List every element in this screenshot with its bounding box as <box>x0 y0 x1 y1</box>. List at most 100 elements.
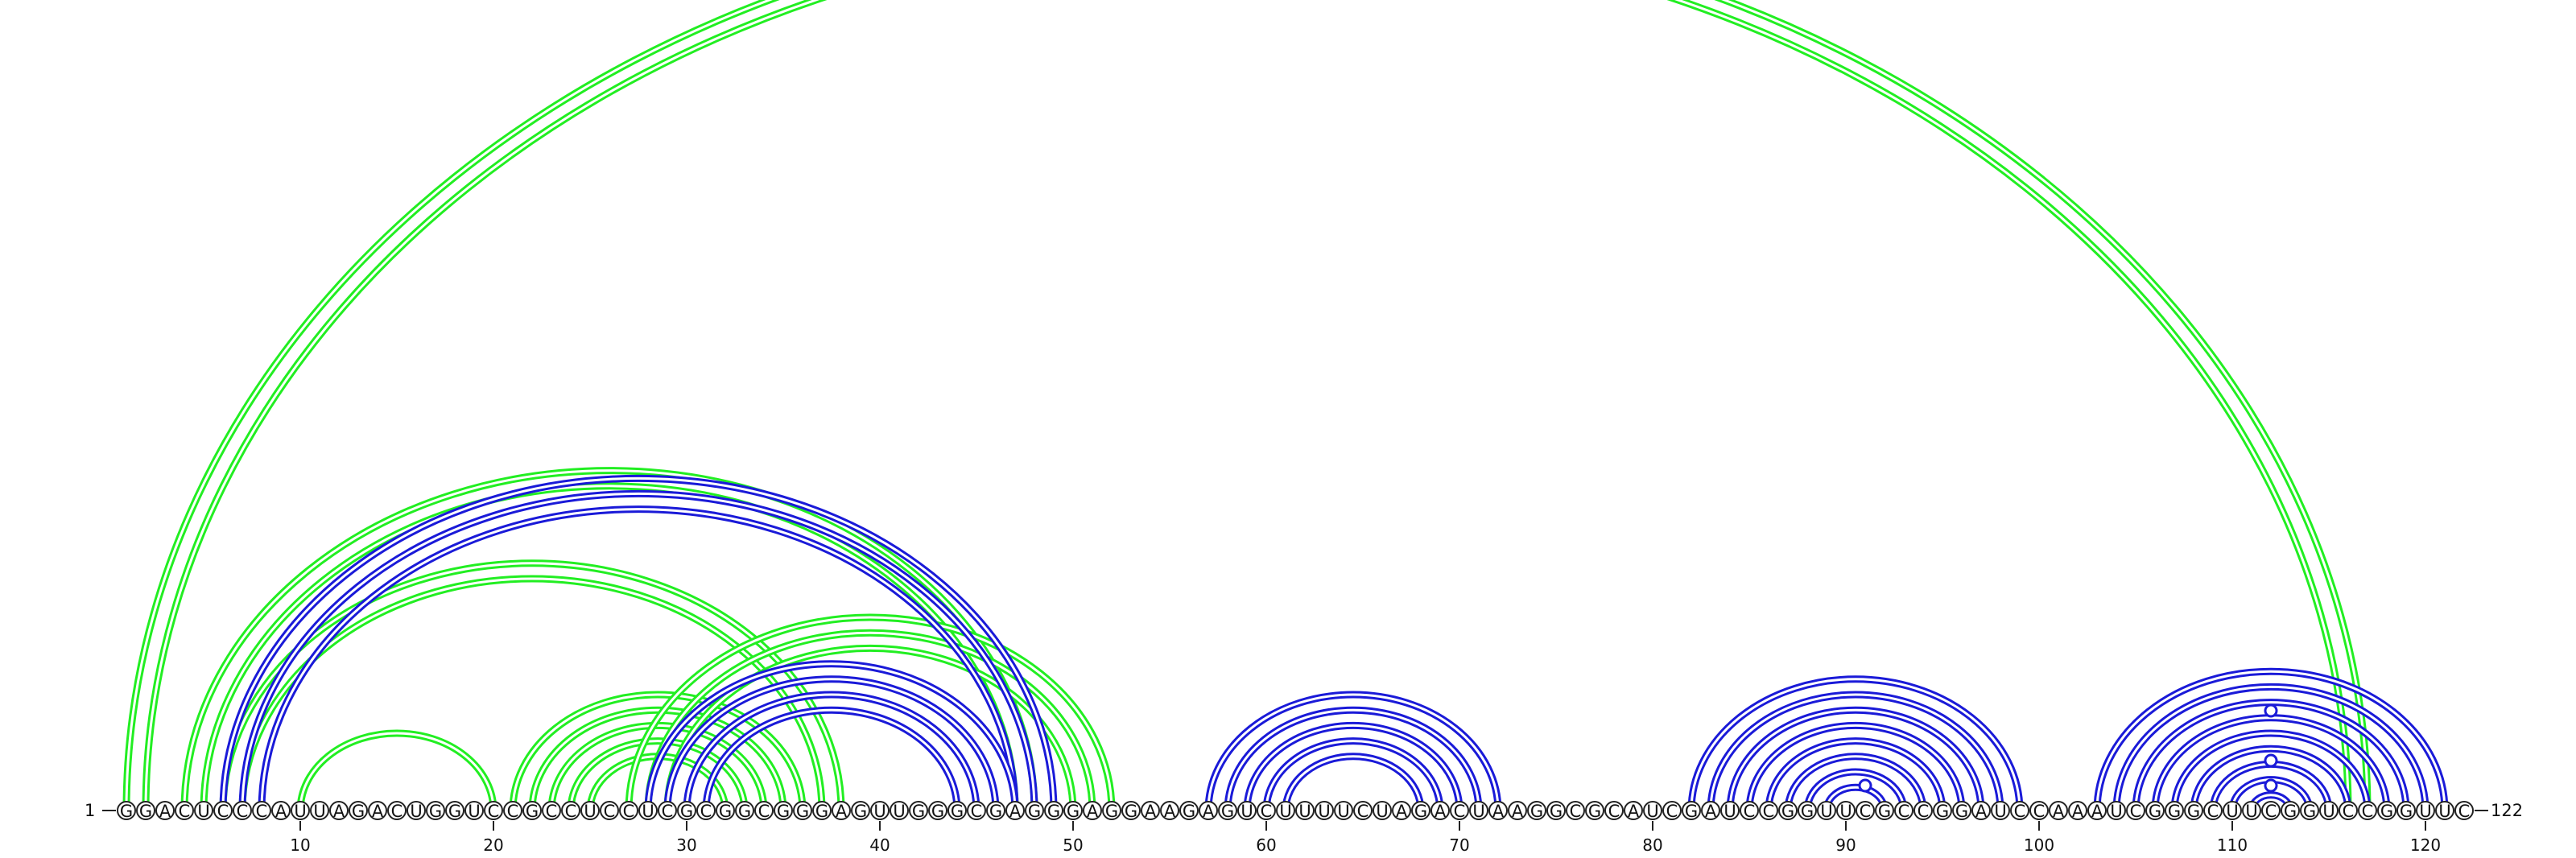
svg-text:G: G <box>1878 802 1891 821</box>
svg-text:G: G <box>1047 802 1060 821</box>
nucleotide-28: U <box>638 801 658 821</box>
tick-label-120: 120 <box>2410 835 2441 855</box>
tick-label-50: 50 <box>1063 835 1083 855</box>
arc-pair-84-97 <box>1726 706 1985 811</box>
nucleotide-39: G <box>851 801 870 821</box>
arc-pair-8-47 <box>258 505 1019 811</box>
nucleotide-12: A <box>329 801 349 821</box>
svg-text:G: G <box>1221 802 1234 821</box>
tick-label-30: 30 <box>676 835 696 855</box>
svg-text:U: U <box>1820 802 1832 821</box>
nucleotide-79: A <box>1624 801 1643 821</box>
nucleotide-121: U <box>2435 801 2454 821</box>
nucleotide-94: C <box>1913 801 1933 821</box>
nucleotide-81: C <box>1662 801 1682 821</box>
arc-pair-1-117 <box>122 0 2372 811</box>
svg-text:G: G <box>680 802 693 821</box>
svg-text:C: C <box>179 802 191 821</box>
nucleotide-21: C <box>503 801 522 821</box>
arcs-layer <box>122 0 2449 811</box>
svg-text:A: A <box>159 802 171 821</box>
arc-pair-59-70 <box>1243 721 1463 811</box>
svg-text:G: G <box>931 802 944 821</box>
svg-text:G: G <box>989 802 1002 821</box>
nucleotide-90: U <box>1836 801 1856 821</box>
svg-text:C: C <box>2343 802 2355 821</box>
nucleotide-29: C <box>658 801 677 821</box>
nucleotide-110: U <box>2223 801 2242 821</box>
nucleotide-93: C <box>1894 801 1913 821</box>
nucleotide-72: A <box>1488 801 1508 821</box>
nucleotide-112: C <box>2261 801 2281 821</box>
tick-label-40: 40 <box>869 835 890 855</box>
arc-pair-87-94 <box>1784 753 1927 811</box>
arc-pair-86-95 <box>1765 737 1946 811</box>
nucleotide-76: C <box>1566 801 1585 821</box>
svg-text:A: A <box>333 802 345 821</box>
arc-pair-23-34 <box>547 721 768 811</box>
nucleotide-108: G <box>2184 801 2203 821</box>
arc-pair-6-49 <box>219 474 1058 811</box>
svg-text:A: A <box>275 802 287 821</box>
nucleotide-91: C <box>1856 801 1875 821</box>
arc-pair-83-98 <box>1707 691 2004 811</box>
nucleotide-60: C <box>1257 801 1276 821</box>
nucleotide-111: U <box>2242 801 2261 821</box>
nucleotide-106: G <box>2145 801 2165 821</box>
arc-pair-60-69 <box>1262 737 1444 811</box>
svg-text:G: G <box>2168 802 2181 821</box>
nucleotide-8: C <box>252 801 271 821</box>
nucleotide-119: G <box>2396 801 2416 821</box>
svg-text:C: C <box>2458 802 2471 821</box>
svg-text:C: C <box>237 802 249 821</box>
pair-marker <box>2264 703 2278 718</box>
svg-text:G: G <box>1955 802 1968 821</box>
arc-pair-10-20 <box>296 729 497 811</box>
svg-text:C: C <box>507 802 519 821</box>
svg-text:U: U <box>2419 802 2431 821</box>
nucleotide-122: C <box>2454 801 2474 821</box>
nucleotide-116: C <box>2339 801 2358 821</box>
nucleotide-78: C <box>1604 801 1624 821</box>
svg-text:C: C <box>1666 802 1678 821</box>
nucleotide-2: G <box>136 801 155 821</box>
nucleotide-25: U <box>580 801 600 821</box>
nucleotide-63: U <box>1315 801 1334 821</box>
svg-text:C: C <box>758 802 770 821</box>
nucleotide-92: G <box>1875 801 1894 821</box>
svg-text:U: U <box>313 802 325 821</box>
nucleotide-87: G <box>1778 801 1798 821</box>
svg-text:G: G <box>1105 802 1118 821</box>
svg-text:U: U <box>893 802 905 821</box>
arc-pair-82-99 <box>1687 675 2024 811</box>
nucleotide-50: G <box>1063 801 1083 821</box>
svg-text:U: U <box>410 802 422 821</box>
nucleotide-15: C <box>387 801 407 821</box>
nucleotide-64: U <box>1334 801 1353 821</box>
nucleotide-17: G <box>426 801 445 821</box>
nucleotide-75: G <box>1546 801 1566 821</box>
svg-text:G: G <box>2149 802 2161 821</box>
arc-pair-88-93 <box>1803 768 1908 811</box>
svg-text:C: C <box>1860 802 1872 821</box>
nucleotide-53: G <box>1121 801 1141 821</box>
svg-text:A: A <box>1396 802 1408 821</box>
nucleotide-70: C <box>1450 801 1469 821</box>
nucleotide-36: G <box>793 801 812 821</box>
tick-label-70: 70 <box>1449 835 1469 855</box>
nucleotide-48: G <box>1025 801 1044 821</box>
arc-pair-104-120 <box>2112 683 2429 811</box>
svg-text:A: A <box>1009 802 1022 821</box>
nucleotide-89: U <box>1817 801 1836 821</box>
nucleotide-66: U <box>1373 801 1392 821</box>
arc-pair-31-44 <box>702 706 961 811</box>
svg-text:C: C <box>2207 802 2219 821</box>
svg-text:G: G <box>1028 802 1041 821</box>
nucleotide-69: A <box>1430 801 1450 821</box>
svg-text:U: U <box>197 802 209 821</box>
nucleotide-68: G <box>1411 801 1430 821</box>
nucleotide-84: U <box>1720 801 1740 821</box>
nucleotide-62: U <box>1295 801 1315 821</box>
nucleotide-105: C <box>2126 801 2145 821</box>
svg-text:A: A <box>1435 802 1447 821</box>
